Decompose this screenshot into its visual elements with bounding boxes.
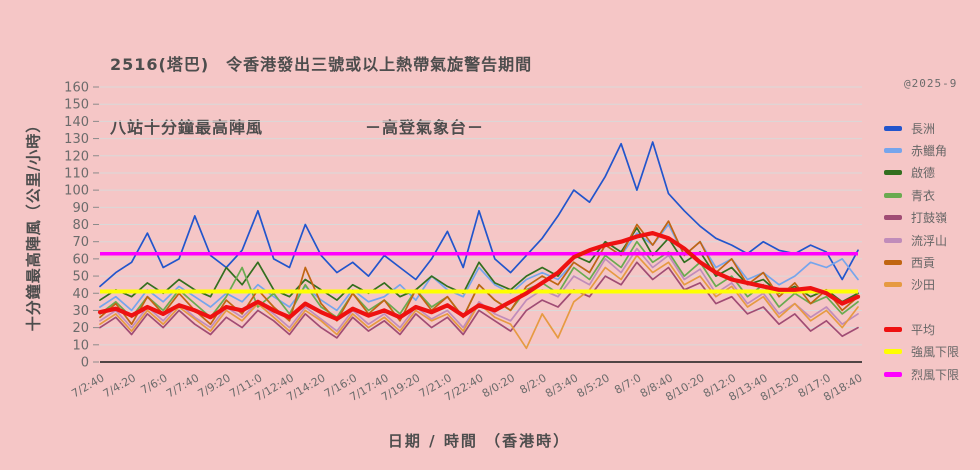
legend-item-sha-tin: 沙田 xyxy=(884,274,959,296)
y-tick-label: 60 xyxy=(72,252,89,267)
y-tick-label: 70 xyxy=(72,235,89,250)
watermark-text: @2025-9 xyxy=(904,77,958,90)
legend-item-strong-wind-threshold: 強風下限 xyxy=(884,341,959,363)
x-tick-label: 8/7:0 xyxy=(612,371,643,396)
legend-item-kai-tak: 啟德 xyxy=(884,162,959,184)
chart-title: 2516(塔巴) 令香港發出三號或以上熱帶氣旋警告期間 八站十分鐘最高陣風 －高… xyxy=(110,12,532,180)
legend-swatch-cheung-chau xyxy=(884,125,902,131)
legend-item-tsing-yi: 青衣 xyxy=(884,184,959,206)
x-axis-title: 日期 / 時間 （香港時） xyxy=(387,432,571,450)
legend-label-lau-fau-shan: 流浮山 xyxy=(911,233,948,248)
series-line-cheung-chau xyxy=(99,141,859,288)
series-line-chek-lap-kok xyxy=(99,223,859,312)
y-tick-label: 140 xyxy=(64,115,89,130)
y-tick-label: 150 xyxy=(64,98,89,113)
x-tick-label: 7/2:40 xyxy=(69,371,106,400)
chart-title-line2: 八站十分鐘最高陣風 －高登氣象台－ xyxy=(110,118,485,137)
legend-swatch-average xyxy=(884,326,902,332)
legend-item-chek-lap-kok: 赤鱲角 xyxy=(884,139,959,161)
legend-label-cheung-chau: 長洲 xyxy=(911,121,936,136)
legend-item-ta-kwu-ling: 打鼓嶺 xyxy=(884,207,959,229)
series-line-kai-tak xyxy=(99,227,859,303)
legend-item-gale-threshold: 烈風下限 xyxy=(884,363,959,385)
legend-label-kai-tak: 啟德 xyxy=(911,166,936,181)
x-tick-label: 8/3:40 xyxy=(543,371,580,400)
x-tick-label: 8/0:20 xyxy=(480,371,517,400)
legend-swatch-sha-tin xyxy=(884,282,902,288)
y-tick-label: 50 xyxy=(72,270,89,285)
legend-item-average: 平均 xyxy=(884,318,959,340)
y-tick-label: 20 xyxy=(72,321,89,336)
chart-title-line1: 2516(塔巴) 令香港發出三號或以上熱帶氣旋警告期間 xyxy=(110,55,533,74)
legend-swatch-lau-fau-shan xyxy=(884,237,902,243)
legend-label-sai-kung: 西貢 xyxy=(911,256,936,271)
legend-item-lau-fau-shan: 流浮山 xyxy=(884,229,959,251)
series-line-average xyxy=(97,231,861,322)
x-tick-label: 7/6:0 xyxy=(139,371,170,396)
y-tick-label: 0 xyxy=(81,356,89,371)
legend-swatch-strong-wind-threshold xyxy=(884,349,902,355)
legend-item-sai-kung: 西貢 xyxy=(884,251,959,273)
y-tick-label: 40 xyxy=(72,287,89,302)
y-tick-label: 130 xyxy=(64,132,89,147)
legend-label-sha-tin: 沙田 xyxy=(911,278,936,293)
y-tick-label: 30 xyxy=(72,304,89,319)
y-tick-label: 120 xyxy=(64,149,89,164)
y-tick-label: 10 xyxy=(72,338,89,353)
series-line-ta-kwu-ling xyxy=(99,261,859,339)
y-tick-label: 80 xyxy=(72,218,89,233)
legend-swatch-gale-threshold xyxy=(884,371,902,377)
legend-label-strong-wind-threshold: 強風下限 xyxy=(911,345,960,360)
legend: 長洲赤鱲角啟德青衣打鼓嶺流浮山西貢沙田平均強風下限烈風下限 xyxy=(884,117,959,385)
y-tick-label: 110 xyxy=(64,166,89,181)
x-tick-label: 7/7:40 xyxy=(164,371,201,400)
x-tick-label: 8/5:20 xyxy=(575,371,612,400)
legend-swatch-chek-lap-kok xyxy=(884,148,902,154)
legend-label-chek-lap-kok: 赤鱲角 xyxy=(911,144,948,159)
legend-swatch-kai-tak xyxy=(884,170,902,176)
legend-swatch-tsing-yi xyxy=(884,192,902,198)
y-tick-label: 100 xyxy=(64,184,89,199)
x-tick-label: 8/2:0 xyxy=(518,371,549,396)
series-line-sai-kung xyxy=(99,220,859,326)
legend-label-tsing-yi: 青衣 xyxy=(911,188,936,203)
legend-item-cheung-chau: 長洲 xyxy=(884,117,959,139)
legend-swatch-sai-kung xyxy=(884,260,902,266)
legend-swatch-ta-kwu-ling xyxy=(884,215,902,221)
x-tick-label: 7/9:20 xyxy=(196,371,233,400)
legend-label-ta-kwu-ling: 打鼓嶺 xyxy=(911,211,948,226)
y-tick-label: 90 xyxy=(72,201,89,216)
y-tick-label: 160 xyxy=(64,81,89,96)
legend-label-gale-threshold: 烈風下限 xyxy=(911,367,960,382)
legend-label-average: 平均 xyxy=(911,322,936,337)
x-tick-label: 7/4:20 xyxy=(101,371,138,400)
